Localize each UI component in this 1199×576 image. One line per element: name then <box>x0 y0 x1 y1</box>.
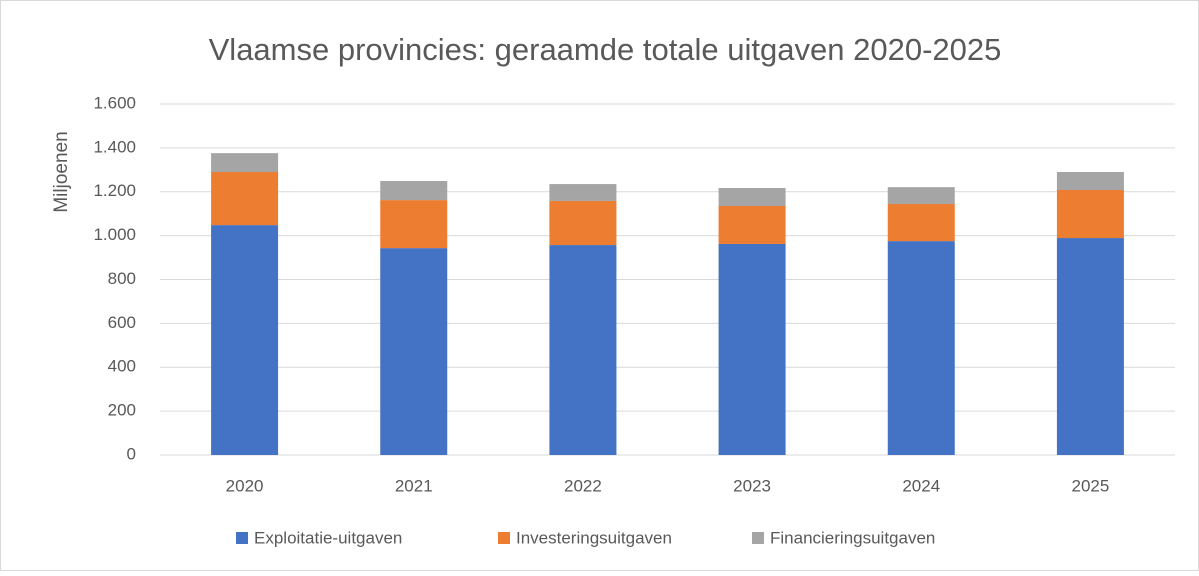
bar-segment <box>887 241 955 455</box>
bar-segment <box>887 204 955 242</box>
y-tick-label: 1.200 <box>93 181 136 200</box>
bar-segment <box>211 172 279 226</box>
bar-segment <box>211 225 279 455</box>
y-tick-label: 1.000 <box>93 225 136 244</box>
bar-segment <box>380 248 448 455</box>
bar-segment <box>380 200 448 249</box>
y-tick-label: 800 <box>108 269 136 288</box>
y-tick-label: 1.400 <box>93 137 136 156</box>
legend-swatch <box>498 532 510 544</box>
bar-segment <box>211 153 279 173</box>
x-tick-label: 2021 <box>395 476 433 495</box>
x-tick-label: 2023 <box>733 476 771 495</box>
chart-title: Vlaamse provincies: geraamde totale uitg… <box>209 32 1002 67</box>
x-tick-label: 2022 <box>564 476 602 495</box>
legend-label: Exploitatie-uitgaven <box>254 528 402 547</box>
bar-segment <box>549 200 617 246</box>
bar-segment <box>549 184 617 201</box>
bar-segment <box>1056 238 1124 455</box>
legend-swatch <box>752 532 764 544</box>
x-tick-label: 2020 <box>226 476 264 495</box>
y-tick-label: 600 <box>108 313 136 332</box>
y-tick-label: 0 <box>127 444 136 463</box>
bar-segment <box>718 243 786 455</box>
legend-label: Financieringsuitgaven <box>770 528 935 547</box>
y-tick-label: 400 <box>108 357 136 376</box>
y-axis-label: Miljoenen <box>51 131 72 212</box>
bar-segment <box>549 245 617 455</box>
x-tick-label: 2025 <box>1072 476 1110 495</box>
bar-segment <box>718 188 786 207</box>
y-tick-label: 1.600 <box>93 93 136 112</box>
y-tick-label: 200 <box>108 401 136 420</box>
bar-segment <box>887 187 955 205</box>
x-tick-label: 2024 <box>902 476 940 495</box>
bar-segment <box>718 206 786 244</box>
bar-segment <box>1056 172 1124 190</box>
legend-swatch <box>236 532 248 544</box>
bar-segment <box>380 181 448 201</box>
legend-label: Investeringsuitgaven <box>516 528 672 547</box>
bar-segment <box>1056 189 1124 239</box>
